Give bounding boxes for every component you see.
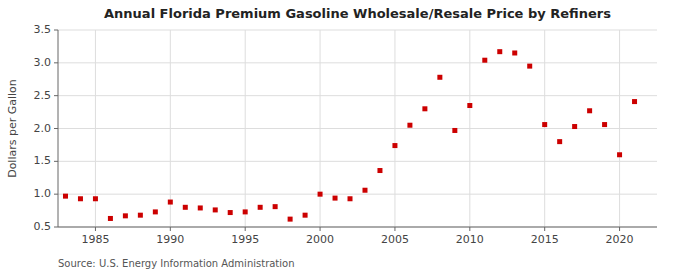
point bbox=[557, 139, 562, 144]
grid-line-y bbox=[58, 30, 657, 31]
point bbox=[572, 124, 577, 129]
tick-label-y: 3.0 bbox=[34, 56, 52, 69]
tick-label-y: 0.5 bbox=[34, 220, 52, 233]
grid-line-x bbox=[245, 30, 246, 227]
point bbox=[392, 143, 397, 148]
point bbox=[288, 217, 293, 222]
point bbox=[333, 196, 338, 201]
grid-line-y bbox=[58, 194, 657, 195]
point bbox=[318, 192, 323, 197]
tick-y bbox=[54, 128, 58, 129]
point bbox=[198, 205, 203, 210]
point bbox=[497, 49, 502, 54]
point bbox=[482, 58, 487, 63]
point bbox=[632, 99, 637, 104]
point bbox=[108, 216, 113, 221]
tick-label-x: 2010 bbox=[456, 233, 484, 246]
tick-label-x: 2000 bbox=[306, 233, 334, 246]
point bbox=[348, 196, 353, 201]
grid-line-y bbox=[58, 161, 657, 162]
point bbox=[377, 168, 382, 173]
point bbox=[527, 64, 532, 69]
axis-x bbox=[58, 227, 657, 228]
tick-x bbox=[95, 227, 96, 231]
tick-label-x: 2020 bbox=[606, 233, 634, 246]
point bbox=[587, 108, 592, 113]
chart: 0.5 1.0 1.5 2.0 2.5 3.0 3.5 1985 1990 1995 2000 200… bbox=[0, 0, 675, 275]
tick-x bbox=[320, 227, 321, 231]
grid-line-y bbox=[58, 62, 657, 63]
tick-x bbox=[170, 227, 171, 231]
grid-line-x bbox=[619, 30, 620, 227]
grid-line-x bbox=[544, 30, 545, 227]
point bbox=[407, 123, 412, 128]
tick-label-y: 1.0 bbox=[34, 187, 52, 200]
tick-label-x: 1985 bbox=[81, 233, 109, 246]
point bbox=[78, 196, 83, 201]
point bbox=[258, 205, 263, 210]
point bbox=[273, 204, 278, 209]
point bbox=[467, 103, 472, 108]
grid-line-y bbox=[58, 227, 657, 228]
point bbox=[243, 209, 248, 214]
tick-label-y: 3.5 bbox=[34, 23, 52, 36]
point bbox=[123, 213, 128, 218]
points bbox=[63, 49, 637, 221]
point bbox=[452, 128, 457, 133]
page: {"chart_data": {"type": "scatter", "titl… bbox=[0, 0, 675, 275]
tick-y bbox=[54, 62, 58, 63]
tick-y bbox=[54, 30, 58, 31]
tick-x bbox=[245, 227, 246, 231]
tick-y bbox=[54, 227, 58, 228]
chart-container: 0.5 1.0 1.5 2.0 2.5 3.0 3.5 1985 1990 1995 2000 200… bbox=[0, 0, 675, 275]
tick-label-y: 1.5 bbox=[34, 154, 52, 167]
tick-y bbox=[54, 194, 58, 195]
grid-line-x bbox=[394, 30, 395, 227]
point bbox=[617, 152, 622, 157]
tick-label-x: 1995 bbox=[231, 233, 259, 246]
title: Annual Florida Premium Gasoline Wholesal… bbox=[104, 6, 611, 21]
tick-x bbox=[394, 227, 395, 231]
tick-y bbox=[54, 95, 58, 96]
point bbox=[512, 50, 517, 55]
point bbox=[422, 106, 427, 111]
point bbox=[542, 122, 547, 127]
grid-line-x bbox=[469, 30, 470, 227]
tick-label-y: 2.0 bbox=[34, 122, 52, 135]
point bbox=[303, 213, 308, 218]
point bbox=[437, 75, 442, 80]
tick-label-x: 2005 bbox=[381, 233, 409, 246]
point bbox=[213, 207, 218, 212]
axes: 0.5 1.0 1.5 2.0 2.5 3.0 3.5 1985 1990 1995 2000 200… bbox=[34, 23, 658, 246]
tick-y bbox=[54, 161, 58, 162]
grid-line-x bbox=[320, 30, 321, 227]
point bbox=[63, 194, 68, 199]
grid-line-x bbox=[170, 30, 171, 227]
axis-y bbox=[58, 30, 59, 227]
grid-line-y bbox=[58, 128, 657, 129]
tick-x bbox=[469, 227, 470, 231]
tick-label-x: 1990 bbox=[156, 233, 184, 246]
point bbox=[138, 213, 143, 218]
point bbox=[602, 122, 607, 127]
annotation: Source: U.S. Energy Information Administ… bbox=[58, 258, 295, 269]
point bbox=[93, 196, 98, 201]
y-axis-label: Dollars per Gallon bbox=[6, 79, 19, 178]
point bbox=[362, 188, 367, 193]
tick-label-x: 2015 bbox=[531, 233, 559, 246]
grid-line-y bbox=[58, 95, 657, 96]
tick-label-y: 2.5 bbox=[34, 89, 52, 102]
grid bbox=[58, 30, 657, 227]
tick-x bbox=[544, 227, 545, 231]
point bbox=[153, 209, 158, 214]
point bbox=[168, 200, 173, 205]
point bbox=[183, 205, 188, 210]
point bbox=[228, 210, 233, 215]
tick-x bbox=[619, 227, 620, 231]
